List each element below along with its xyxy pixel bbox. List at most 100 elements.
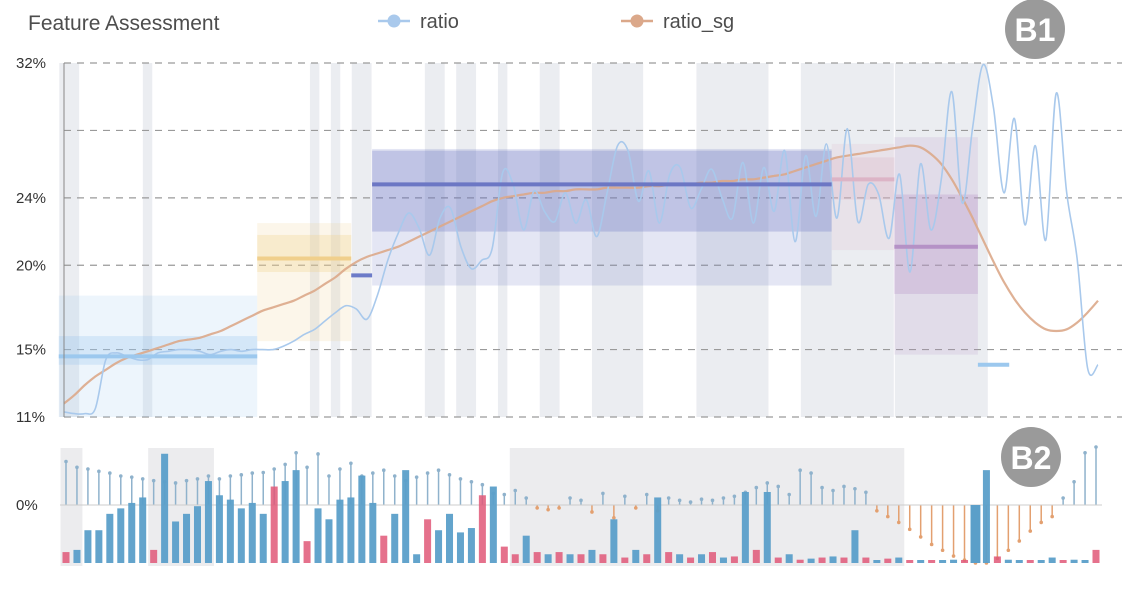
- b2-bar-90: [1048, 557, 1056, 563]
- b2-stem-tip-87: [1017, 539, 1022, 543]
- b2-bar-13: [204, 481, 212, 563]
- b2-stem-tip-48: [590, 510, 594, 514]
- b2-bar-0: [62, 552, 70, 563]
- legend-ratio-sg-marker: [630, 14, 644, 28]
- b2-bar-88: [1026, 560, 1034, 563]
- b2-bar-38: [478, 495, 486, 563]
- b1-segment-band-1: [257, 223, 352, 342]
- legend-ratio-sg-label: ratio_sg: [663, 11, 734, 33]
- b2-stem-tip-25: [338, 467, 342, 471]
- b2-bar-34: [435, 530, 443, 563]
- b2-stem-tip-93: [1083, 451, 1087, 455]
- b2-stem-tip-64: [765, 481, 770, 485]
- b1-shaded-column-3: [330, 63, 341, 417]
- b2-bar-52: [632, 549, 640, 563]
- b1-shaded-columns: [59, 63, 988, 417]
- b2-bar-8: [150, 549, 158, 563]
- b1-y-tick-2: 20%: [16, 257, 46, 274]
- b2-bar-78: [917, 560, 925, 563]
- b2-bar-7: [139, 497, 147, 563]
- b2-stem-tip-72: [853, 486, 857, 491]
- b2-stem-tip-89: [1039, 520, 1044, 525]
- b2-bar-54: [654, 497, 662, 563]
- b2-stem-tip-35: [447, 473, 452, 477]
- b2-stem-tip-13: [206, 474, 211, 478]
- b1-segment-band-4: [831, 143, 895, 251]
- b1-shaded-column-6: [456, 63, 477, 417]
- b1-shaded-column-10: [696, 63, 769, 417]
- b2-bar-82: [961, 560, 969, 563]
- legend[interactable]: ratio ratio_sg: [378, 11, 734, 33]
- b2-bar-74: [873, 560, 881, 563]
- b1-series-lines: [63, 63, 1099, 415]
- b2-stem-tip-3: [97, 469, 101, 474]
- b2-stem-tip-57: [688, 500, 693, 504]
- legend-ratio-label: ratio: [420, 11, 459, 33]
- b2-shaded-column-1: [148, 448, 214, 566]
- b2-stem-tip-21: [294, 451, 298, 455]
- b2-bar-49: [599, 554, 607, 563]
- b2-stem-tip-70: [831, 488, 835, 493]
- badge-b1: B1: [1005, 0, 1065, 59]
- b1-y-tick-0: 32%: [16, 55, 46, 72]
- b2-stem-tip-56: [677, 498, 682, 503]
- b1-shaded-column-8: [539, 63, 560, 417]
- legend-item-ratio[interactable]: ratio: [378, 11, 459, 33]
- b2-bar-75: [884, 558, 892, 563]
- b2-bar-20: [281, 481, 289, 563]
- b2-stem-tip-60: [721, 496, 726, 500]
- b2-bar-29: [380, 535, 388, 563]
- badge-b1-label: B1: [1015, 12, 1056, 48]
- b2-stem-tip-76: [896, 520, 901, 525]
- b2-bar-1: [73, 549, 81, 563]
- b2-stem-tip-59: [710, 498, 715, 503]
- b2-stem-tip-6: [129, 475, 134, 479]
- b2-bar-36: [456, 532, 464, 563]
- b2-stem-tip-51: [623, 494, 627, 499]
- b2-stem-tip-75: [886, 514, 890, 519]
- b1-shaded-column-7: [497, 63, 508, 417]
- b2-stem-tip-58: [699, 497, 704, 502]
- b2-stem-tip-81: [951, 554, 956, 558]
- b2-bar-24: [325, 519, 333, 563]
- b2-bar-27: [358, 475, 366, 563]
- b2-bar-65: [774, 557, 782, 563]
- b2-bar-94: [1092, 549, 1100, 563]
- b1-series-ratio: [63, 63, 1099, 415]
- b2-bar-32: [413, 554, 421, 563]
- b1-shaded-column-9: [591, 63, 644, 417]
- b2-highlight-bar: [970, 505, 981, 563]
- b2-bar-26: [347, 497, 355, 563]
- b2-bar-59: [708, 552, 716, 563]
- b2-bar-6: [128, 502, 136, 563]
- b2-stem-tip-38: [480, 482, 485, 487]
- b2-stem-tip-90: [1050, 514, 1054, 519]
- b2-stem-tip-86: [1006, 548, 1011, 553]
- legend-ratio-marker: [387, 14, 401, 28]
- b2-bar-68: [807, 558, 815, 563]
- b2-bar-21: [292, 470, 300, 563]
- b2-y-tick-zero: 0%: [16, 497, 38, 514]
- b2-bar-51: [621, 557, 629, 563]
- b2-bar-72: [851, 530, 859, 563]
- b2-stem-tip-53: [644, 492, 649, 497]
- b2-bar-44: [544, 554, 552, 563]
- b2-bar-14: [215, 495, 223, 563]
- b2-bar-64: [763, 491, 771, 563]
- b2-stem-tip-19: [272, 467, 276, 471]
- b2-bar-48: [588, 549, 596, 563]
- legend-item-ratio-sg[interactable]: ratio_sg: [621, 11, 734, 33]
- b1-shaded-column-1: [142, 63, 153, 417]
- b2-stem-tip-74: [875, 509, 879, 513]
- b1-series-ratio-sg: [63, 144, 1099, 405]
- b2-bar-61: [730, 556, 738, 563]
- b2-bar-39: [489, 486, 497, 563]
- b2-stem-tip-17: [250, 471, 255, 475]
- b2-stem-tip-63: [754, 485, 759, 490]
- b2-bar-63: [752, 549, 760, 563]
- b2-bar-16: [237, 508, 245, 563]
- b2-bar-85: [993, 556, 1001, 563]
- b2-stem-tip-92: [1072, 480, 1076, 484]
- b2-bar-73: [862, 557, 870, 563]
- b2-stem-tip-68: [809, 471, 813, 475]
